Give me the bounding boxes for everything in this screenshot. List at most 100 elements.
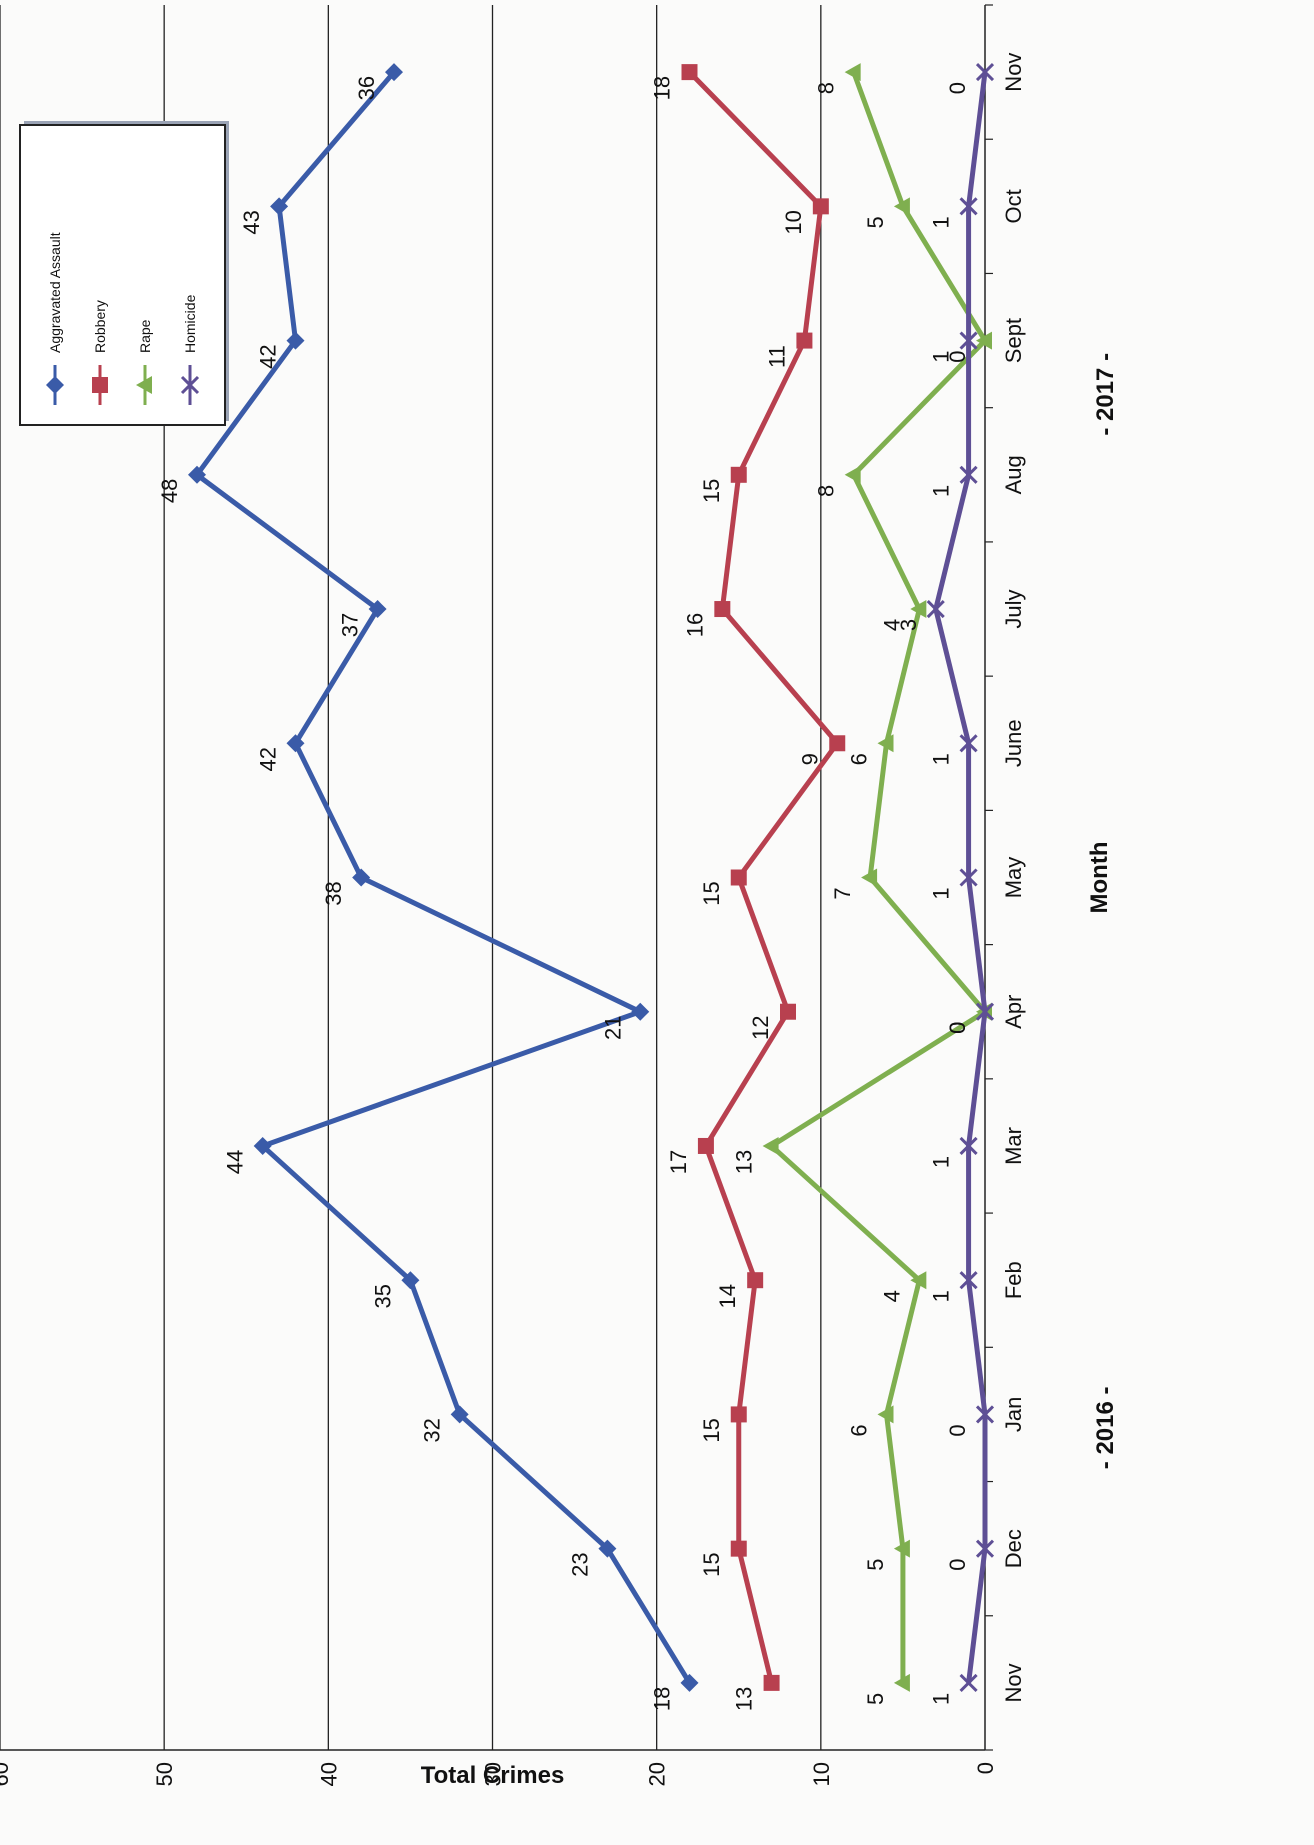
- x-tick-label: Mar: [1001, 1127, 1026, 1165]
- x-tick-label: Jan: [1001, 1397, 1026, 1432]
- legend-label: Homicide: [182, 294, 198, 353]
- data-point: [893, 197, 910, 216]
- legend-marker: [92, 377, 108, 393]
- data-point: [450, 1405, 469, 1424]
- x-axis-title: Month: [1086, 842, 1113, 914]
- series-line: [769, 71, 988, 1683]
- year-label-2017: - 2017 -: [1092, 353, 1119, 436]
- data-label: 16: [682, 613, 707, 637]
- data-label: 5: [863, 1693, 888, 1705]
- data-point: [730, 1540, 747, 1557]
- data-point: [681, 64, 698, 81]
- data-label: 42: [256, 344, 281, 368]
- legend: Aggravated Assault Robbery Rape Homicide: [19, 121, 229, 426]
- data-label: 13: [732, 1150, 757, 1174]
- series-line: [933, 71, 988, 1684]
- data-point: [812, 198, 829, 215]
- year-label-2016: - 2016 -: [1092, 1386, 1119, 1469]
- legend-label: Aggravated Assault: [47, 232, 63, 353]
- data-label: 1: [929, 216, 954, 228]
- y-tick-label: 20: [645, 1762, 670, 1786]
- data-label: 4: [879, 1290, 904, 1302]
- data-label: 18: [650, 1687, 675, 1711]
- data-point: [926, 599, 945, 619]
- data-label: 23: [567, 1552, 592, 1576]
- y-tick-label: 40: [316, 1762, 341, 1786]
- data-label: 6: [847, 753, 872, 765]
- data-point: [959, 1136, 978, 1156]
- data-point: [385, 63, 403, 82]
- data-point: [747, 1272, 764, 1289]
- x-tick-label: Sept: [1001, 318, 1026, 363]
- data-label: 0: [945, 350, 970, 362]
- data-point: [959, 331, 978, 350]
- data-label: 15: [699, 1418, 724, 1442]
- data-point: [959, 465, 978, 484]
- data-point: [598, 1539, 617, 1558]
- data-point: [910, 1271, 927, 1290]
- data-point: [959, 1271, 978, 1290]
- data-point: [877, 734, 894, 753]
- data-point: [975, 63, 995, 82]
- data-point: [352, 868, 371, 887]
- data-label: 15: [699, 479, 724, 503]
- data-point: [780, 1003, 796, 1020]
- data-label: 1: [929, 753, 954, 765]
- data-label: 15: [699, 1552, 724, 1576]
- data-label: 17: [666, 1150, 691, 1174]
- data-label: 11: [764, 345, 789, 368]
- data-label: 0: [945, 1559, 970, 1571]
- series-aggravated-assault: [188, 63, 699, 1692]
- y-tick-label: 10: [809, 1762, 834, 1786]
- data-label: 48: [157, 479, 182, 503]
- data-point: [976, 331, 992, 350]
- data-label: 0: [945, 82, 970, 94]
- data-label: 5: [863, 1559, 888, 1571]
- data-point: [401, 1271, 420, 1290]
- series-homicide: [926, 63, 995, 1692]
- data-point: [844, 465, 861, 484]
- data-label: 9: [797, 753, 822, 765]
- data-point: [975, 1002, 995, 1021]
- data-label: 42: [256, 747, 281, 771]
- y-tick-label: 60: [0, 1762, 13, 1786]
- data-point: [730, 869, 747, 886]
- legend-label: Robbery: [92, 300, 108, 353]
- x-tick-label: Aug: [1001, 455, 1026, 494]
- data-point: [959, 1673, 978, 1692]
- data-point: [286, 734, 305, 753]
- y-tick-label: 0: [973, 1762, 998, 1774]
- data-label: 5: [863, 216, 888, 228]
- data-point: [368, 600, 387, 619]
- x-tick-labels: Nov Dec Jan Feb Mar Apr May June July Aug Sept Oct N…: [1001, 53, 1026, 1703]
- data-point: [697, 1137, 714, 1154]
- legend-marker: [46, 376, 64, 394]
- x-tick-label: Apr: [1001, 995, 1026, 1029]
- data-label: 0: [945, 1022, 970, 1034]
- data-label: 1: [929, 1693, 954, 1705]
- data-point: [286, 331, 305, 350]
- legend-label: Rape: [137, 319, 153, 353]
- y-axis-title: Total Crimes: [421, 1762, 565, 1789]
- data-point: [861, 868, 878, 887]
- data-label: 38: [321, 881, 346, 905]
- data-point: [959, 197, 978, 216]
- data-label: 10: [781, 210, 806, 234]
- data-label: 43: [239, 210, 264, 234]
- data-label: 0: [945, 1022, 970, 1034]
- x-tick-label: July: [1001, 589, 1026, 628]
- data-label: 1: [929, 1156, 954, 1168]
- data-label: 13: [732, 1687, 757, 1711]
- data-point: [730, 466, 747, 483]
- data-point: [975, 1539, 995, 1558]
- data-label: 3: [896, 619, 921, 631]
- data-point: [844, 63, 861, 82]
- series-rape: [762, 63, 992, 1692]
- data-point: [270, 197, 289, 216]
- data-point: [959, 868, 978, 887]
- data-label: 0: [945, 1424, 970, 1436]
- data-label: 18: [650, 76, 675, 100]
- data-label: 1: [929, 485, 954, 497]
- data-label: 14: [715, 1284, 740, 1308]
